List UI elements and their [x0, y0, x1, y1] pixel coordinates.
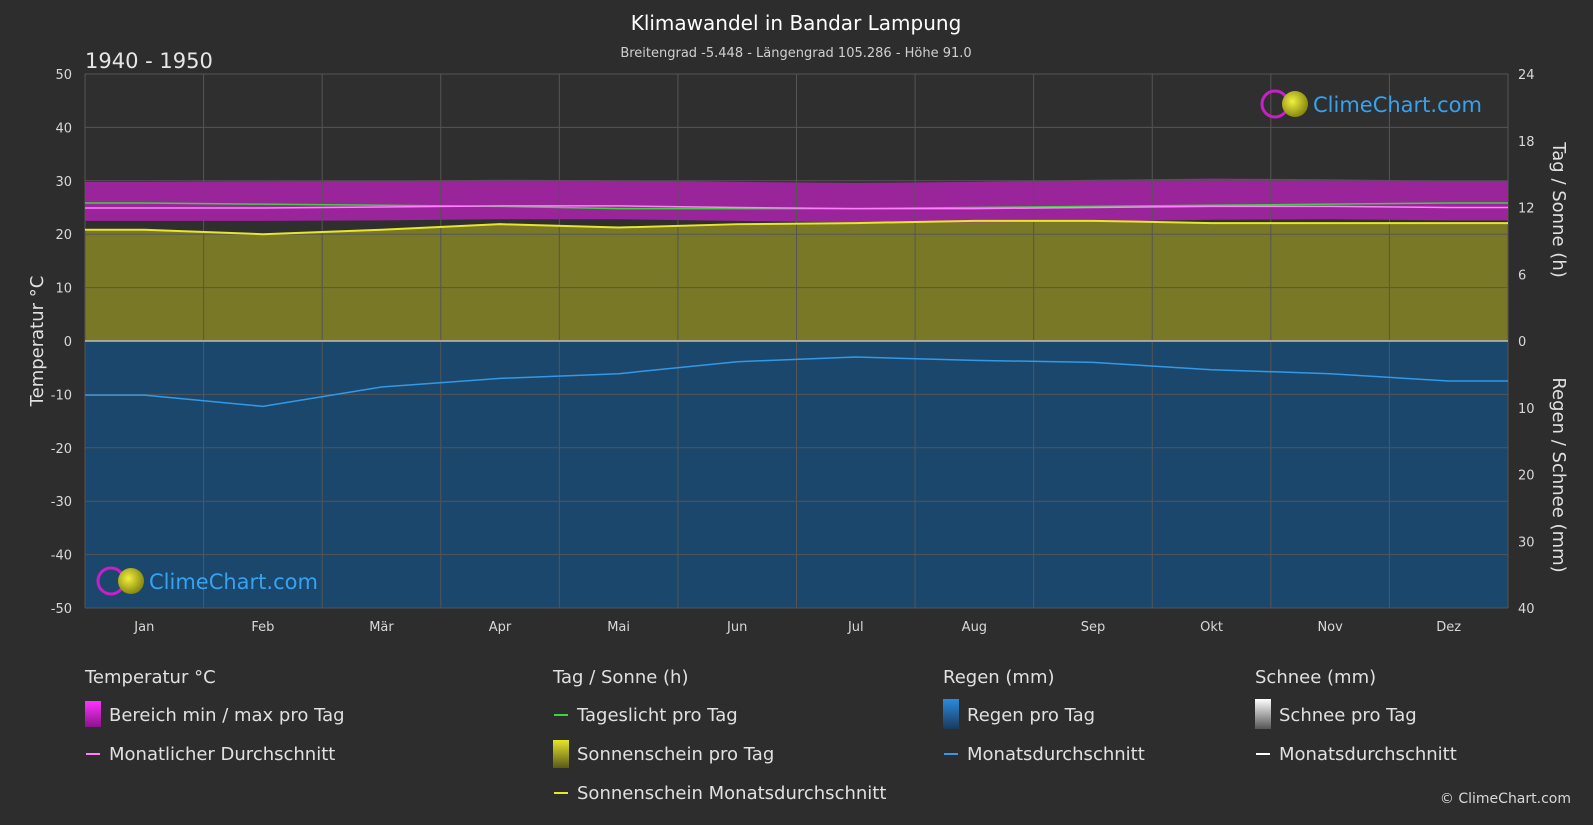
month-tick-label: Jan: [133, 620, 154, 635]
right-top-tick-label: 6: [1518, 268, 1526, 283]
temperature-average-line: [85, 205, 1508, 210]
right-bottom-tick-label: 30: [1518, 535, 1535, 550]
left-tick-label: 20: [55, 228, 72, 243]
month-axis-ticks: Jan Feb Mär Apr Mai Jun Jul Aug Sep Okt Nov Dez: [133, 620, 1461, 635]
legend-snow-head: Schnee (mm): [1255, 667, 1376, 688]
sunshine-average-line: [85, 219, 1508, 236]
left-tick-label: -40: [51, 549, 72, 564]
legend-temp-range: Bereich min / max pro Tag: [109, 705, 345, 726]
legend-sunshine-swatch: [553, 740, 569, 768]
legend-sun-avg: Sonnenschein Monatsdurchschnitt: [577, 783, 886, 804]
right-bottom-axis-label: Regen / Schnee (mm): [1548, 377, 1569, 572]
chart-subtitle: Breitengrad -5.448 - Längengrad 105.286 …: [620, 46, 971, 61]
right-top-tick-label: 18: [1518, 135, 1535, 150]
legend-temp-head: Temperatur °C: [84, 667, 216, 688]
month-tick-label: Feb: [251, 620, 274, 635]
month-tick-label: Jun: [726, 620, 747, 635]
month-tick-label: Aug: [962, 620, 987, 635]
period-label: 1940 - 1950: [85, 49, 213, 73]
right-bottom-tick-label: 20: [1518, 469, 1535, 484]
chart-title: Klimawandel in Bandar Lampung: [631, 11, 962, 35]
left-tick-label: 10: [55, 282, 72, 297]
rain-average-line: [85, 356, 1508, 408]
brand-text-bottom: ClimeChart.com: [149, 570, 318, 594]
legend-temp-range-swatch: [85, 701, 101, 727]
left-axis-label: Temperatur °C: [27, 276, 48, 408]
month-tick-label: Mär: [369, 620, 394, 635]
copyright: © ClimeChart.com: [1440, 791, 1571, 807]
logo-sun-icon: [118, 568, 144, 594]
right-top-tick-label: 0: [1518, 335, 1526, 350]
brand-logo-top: ClimeChart.com: [1260, 89, 1482, 119]
legend-rain-head: Regen (mm): [943, 667, 1055, 688]
logo-sun-icon: [1282, 91, 1308, 117]
month-tick-label: Sep: [1081, 620, 1106, 635]
right-top-axis-label: Tag / Sonne (h): [1548, 141, 1569, 277]
left-tick-label: -10: [51, 388, 72, 403]
legend-sun-head: Tag / Sonne (h): [552, 667, 688, 688]
legend-rain-avg: Monatsdurchschnitt: [967, 744, 1145, 765]
legend-snow-avg: Monatsdurchschnitt: [1279, 744, 1457, 765]
month-tick-label: Jul: [847, 620, 864, 635]
left-tick-label: 30: [55, 175, 72, 190]
grid-lines: [84, 73, 1509, 609]
right-top-tick-label: 24: [1518, 68, 1535, 83]
brand-text-top: ClimeChart.com: [1313, 93, 1482, 117]
right-bottom-tick-label: 40: [1518, 602, 1535, 617]
left-tick-label: -30: [51, 495, 72, 510]
brand-logo-bottom: ClimeChart.com: [96, 566, 318, 596]
series-lines: [85, 202, 1508, 408]
right-top-tick-label: 12: [1518, 202, 1535, 217]
month-tick-label: Okt: [1200, 620, 1223, 635]
legend-rain-day: Regen pro Tag: [967, 705, 1095, 726]
legend-temp-avg: Monatlicher Durchschnitt: [109, 744, 335, 765]
left-tick-label: 50: [55, 68, 72, 83]
left-tick-label: -50: [51, 602, 72, 617]
legend-daylight: Tageslicht pro Tag: [576, 705, 738, 726]
legend: Temperatur °C Bereich min / max pro Tag …: [84, 667, 1457, 804]
month-tick-label: Dez: [1436, 620, 1461, 635]
left-tick-label: -20: [51, 442, 72, 457]
left-tick-label: 0: [64, 335, 72, 350]
month-tick-label: Mai: [607, 620, 630, 635]
legend-snow-day-swatch: [1255, 699, 1271, 729]
legend-rain-day-swatch: [943, 699, 959, 729]
legend-sunshine: Sonnenschein pro Tag: [577, 744, 774, 765]
legend-snow-day: Schnee pro Tag: [1279, 705, 1417, 726]
right-axis-ticks: 24 18 12 6 0 10 20 30 40: [1518, 68, 1535, 617]
right-bottom-tick-label: 10: [1518, 402, 1535, 417]
month-tick-label: Apr: [489, 620, 512, 635]
left-axis-ticks: 50 40 30 20 10 0 -10 -20 -30 -40 -50: [51, 68, 72, 617]
month-tick-label: Nov: [1317, 620, 1343, 635]
left-tick-label: 40: [55, 121, 72, 136]
